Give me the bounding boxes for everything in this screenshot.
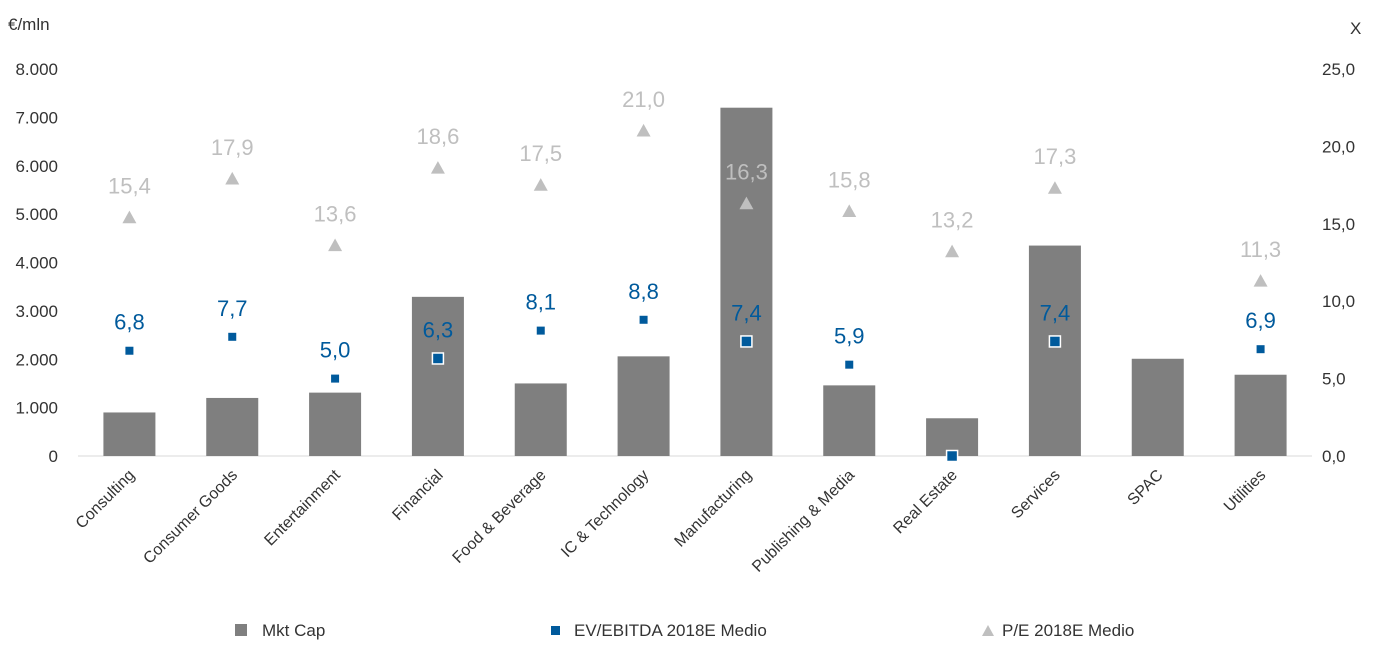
ev-data-label: 8,8 [628,279,659,304]
bar [720,107,773,456]
category-label: Utilities [1221,467,1269,515]
legend-label-pe: P/E 2018E Medio [1002,621,1134,640]
left-tick-label: 3.000 [15,302,58,321]
category-label: Publishing & Media [749,467,858,576]
ev-data-label: 6,9 [1245,308,1276,333]
pe-data-label: 17,3 [1034,144,1077,169]
right-axis-unit: X [1350,19,1361,38]
left-tick-label: 2.000 [15,350,58,369]
pe-data-label: 15,8 [828,167,871,192]
left-tick-label: 1.000 [15,399,58,418]
ev-point [845,360,854,369]
legend-swatch-mkt-cap [235,624,247,636]
pe-data-label: 13,2 [931,208,974,233]
pe-data-label: 18,6 [417,124,460,149]
pe-point [430,161,445,174]
pe-data-label: 17,5 [519,141,562,166]
right-tick-label: 20,0 [1322,137,1355,156]
bar [1131,358,1184,456]
left-tick-label: 8.000 [15,60,58,79]
pe-data-label: 11,3 [1240,237,1281,262]
pe-data-label: 17,9 [211,135,254,160]
bar [411,296,464,456]
left-axis-unit: €/mln [8,15,50,34]
category-labels: Consulting Consumer Goods Entertainment Fin… [73,466,1270,575]
category-label: IC & Technology [558,467,652,561]
legend-swatch-pe [982,625,994,636]
legend-label-ev-ebitda: EV/EBITDA 2018E Medio [574,621,767,640]
ev-data-label: 7,4 [1040,300,1071,325]
pe-data-label: 15,4 [108,174,151,199]
ev-point [431,352,445,365]
ev-point [536,326,545,335]
bar-series [103,107,1287,456]
right-tick-label: 10,0 [1322,292,1355,311]
category-label: Entertainment [261,466,344,549]
ev-point [945,449,959,463]
ev-point [1256,345,1265,354]
pe-point [225,171,240,185]
pe-data-label: 16,3 [725,160,768,185]
ev-point [740,335,753,348]
right-tick-label: 5,0 [1322,370,1346,389]
ev-point [331,374,340,383]
ev-point [125,346,134,355]
ev-data-label: 8,1 [525,290,556,315]
bar [206,397,259,456]
right-axis-ticks: 0,0 5,0 10,0 15,0 20,0 25,0 [1322,60,1355,466]
category-label: Financial [389,467,446,524]
legend-label-mkt-cap: Mkt Cap [262,621,325,640]
left-axis-ticks: 0 1.000 2.000 3.000 4.000 5.000 6.000 7.000 8.00… [15,60,58,466]
pe-data-label: 21,0 [622,87,665,112]
bar [514,383,567,456]
category-label: Real Estate [890,467,961,538]
legend-swatch-ev-ebitda [551,626,560,635]
ev-data-label: 6,3 [423,317,454,342]
bar [823,385,876,456]
right-tick-label: 0,0 [1322,447,1346,466]
ev-point [639,315,648,324]
pe-point [122,210,137,224]
category-label: Consumer Goods [140,467,241,568]
left-tick-label: 6.000 [15,157,58,176]
ev-data-label: 5,9 [834,324,865,349]
bar [1028,245,1081,456]
ev-data-label: 5,0 [320,338,351,363]
left-tick-label: 5.000 [15,205,58,224]
pe-point [945,244,960,258]
pe-point [739,196,754,210]
category-label: Consulting [73,467,138,532]
bar [103,412,156,456]
pe-point [842,204,857,218]
left-tick-label: 7.000 [15,108,58,127]
pe-point [636,123,651,137]
ev-data-label: 7,4 [731,300,762,325]
legend: Mkt Cap EV/EBITDA 2018E Medio P/E 2018E Me… [235,621,1134,640]
ev-data-label: 6,8 [114,310,145,335]
bar [617,356,670,456]
pe-point [533,178,548,191]
ev-point [228,332,237,341]
bar [926,418,979,456]
pe-series: 15,4 17,9 13,6 18,6 17,5 21,0 16,3 15,8 13,2 17,3… [108,87,1281,287]
left-tick-label: 0 [49,447,58,466]
category-label: Services [1008,467,1063,522]
bar [1234,374,1287,456]
pe-point [1253,274,1268,287]
category-label: Food & Beverage [450,467,550,567]
right-tick-label: 15,0 [1322,215,1355,234]
pe-point [328,238,343,252]
ev-data-label: 7,7 [217,296,248,321]
left-tick-label: 4.000 [15,254,58,273]
right-tick-label: 25,0 [1322,60,1355,79]
ev-ebitda-series: 6,8 7,7 5,0 6,3 8,1 8,8 7,4 5,9 7,4 6,9 [114,279,1276,463]
category-label: SPAC [1125,467,1167,509]
ev-point [1048,335,1062,348]
bar [309,392,362,456]
category-label: Manufacturing [672,467,756,551]
pe-point [1047,181,1062,194]
pe-data-label: 13,6 [314,201,357,226]
